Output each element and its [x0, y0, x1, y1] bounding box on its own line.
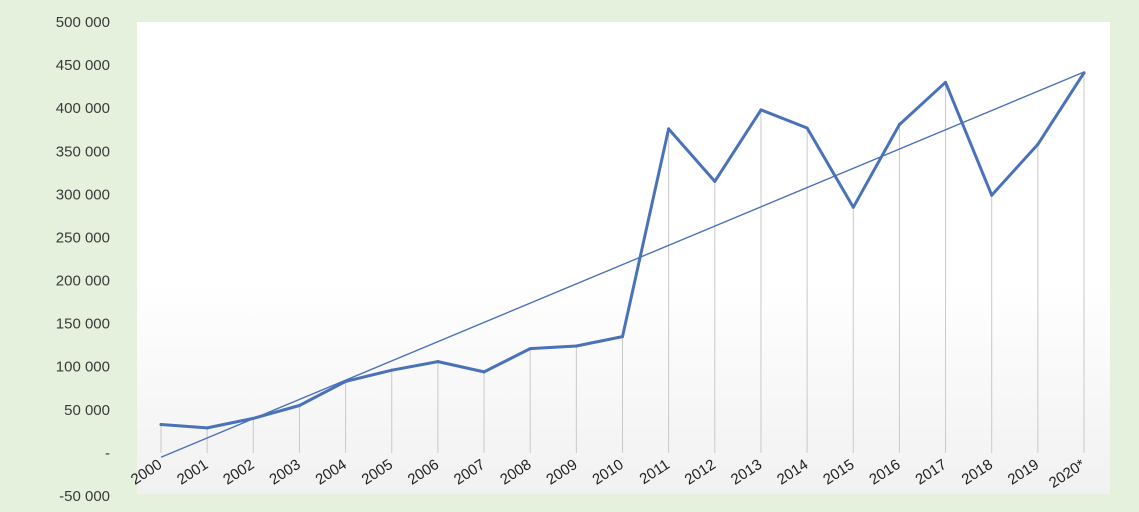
- data-point: [759, 108, 763, 112]
- y-tick-label: 150 000: [56, 316, 110, 333]
- data-point: [251, 416, 255, 420]
- drop-lines: [160, 72, 1085, 453]
- y-tick-label: 350 000: [56, 143, 110, 160]
- y-tick-label: 200 000: [56, 273, 110, 290]
- y-tick-label: -: [105, 445, 110, 462]
- x-tick-label: 2003: [266, 456, 303, 488]
- data-point: [897, 123, 901, 127]
- x-tick-label: 2018: [959, 456, 996, 488]
- x-tick-label: 2009: [543, 456, 580, 488]
- x-tick-label: 2017: [912, 456, 949, 488]
- x-tick-label: 2011: [637, 456, 673, 488]
- data-point: [944, 80, 948, 84]
- data-point: [297, 404, 301, 408]
- x-tick-label: 2006: [405, 456, 442, 488]
- y-tick-label: -50 000: [59, 488, 110, 505]
- trendline-group: [160, 71, 1085, 458]
- data-point: [990, 193, 994, 197]
- x-tick-label: 2019: [1005, 456, 1042, 488]
- data-point: [344, 379, 348, 383]
- x-tick-label: 2012: [682, 456, 719, 488]
- x-tick-label: 2000: [128, 456, 165, 488]
- x-tick-label: 2013: [728, 456, 765, 488]
- data-point: [851, 205, 855, 209]
- x-tick-label: 2015: [820, 456, 857, 488]
- x-tick-label: 2007: [451, 456, 488, 488]
- data-point: [436, 360, 440, 364]
- y-tick-label: 500 000: [56, 14, 110, 31]
- y-tick-label: 400 000: [56, 100, 110, 117]
- data-point: [1082, 71, 1086, 75]
- x-axis: 2000 2001 2002 2003 2004 2005 2006 2007 2008 2009…: [128, 456, 1088, 492]
- data-point: [205, 426, 209, 430]
- x-tick-label: 2001: [174, 456, 211, 488]
- data-point: [667, 127, 671, 131]
- y-tick-label: 450 000: [56, 57, 110, 74]
- data-point: [482, 370, 486, 374]
- x-tick-label: 2008: [497, 456, 534, 488]
- x-tick-label: 2014: [774, 456, 811, 488]
- x-tick-label: 2020*: [1046, 456, 1088, 492]
- x-tick-label: 2005: [359, 456, 396, 488]
- x-tick-label: 2010: [589, 456, 626, 488]
- y-tick-label: 300 000: [56, 186, 110, 203]
- data-point: [159, 422, 163, 426]
- y-tick-label: 100 000: [56, 359, 110, 376]
- data-point: [528, 347, 532, 351]
- y-tick-label: 50 000: [64, 402, 110, 419]
- x-tick-label: 2004: [313, 456, 350, 488]
- x-tick-label: 2002: [220, 456, 257, 488]
- data-point: [621, 335, 624, 339]
- data-point: [574, 344, 578, 348]
- x-tick-label: 2016: [866, 456, 903, 488]
- data-point: [805, 126, 809, 130]
- data-point: [713, 179, 717, 183]
- data-point: [1036, 142, 1040, 146]
- y-tick-label: 250 000: [56, 229, 110, 246]
- series-group: [159, 71, 1086, 430]
- trendline: [160, 71, 1085, 458]
- data-point: [390, 368, 394, 372]
